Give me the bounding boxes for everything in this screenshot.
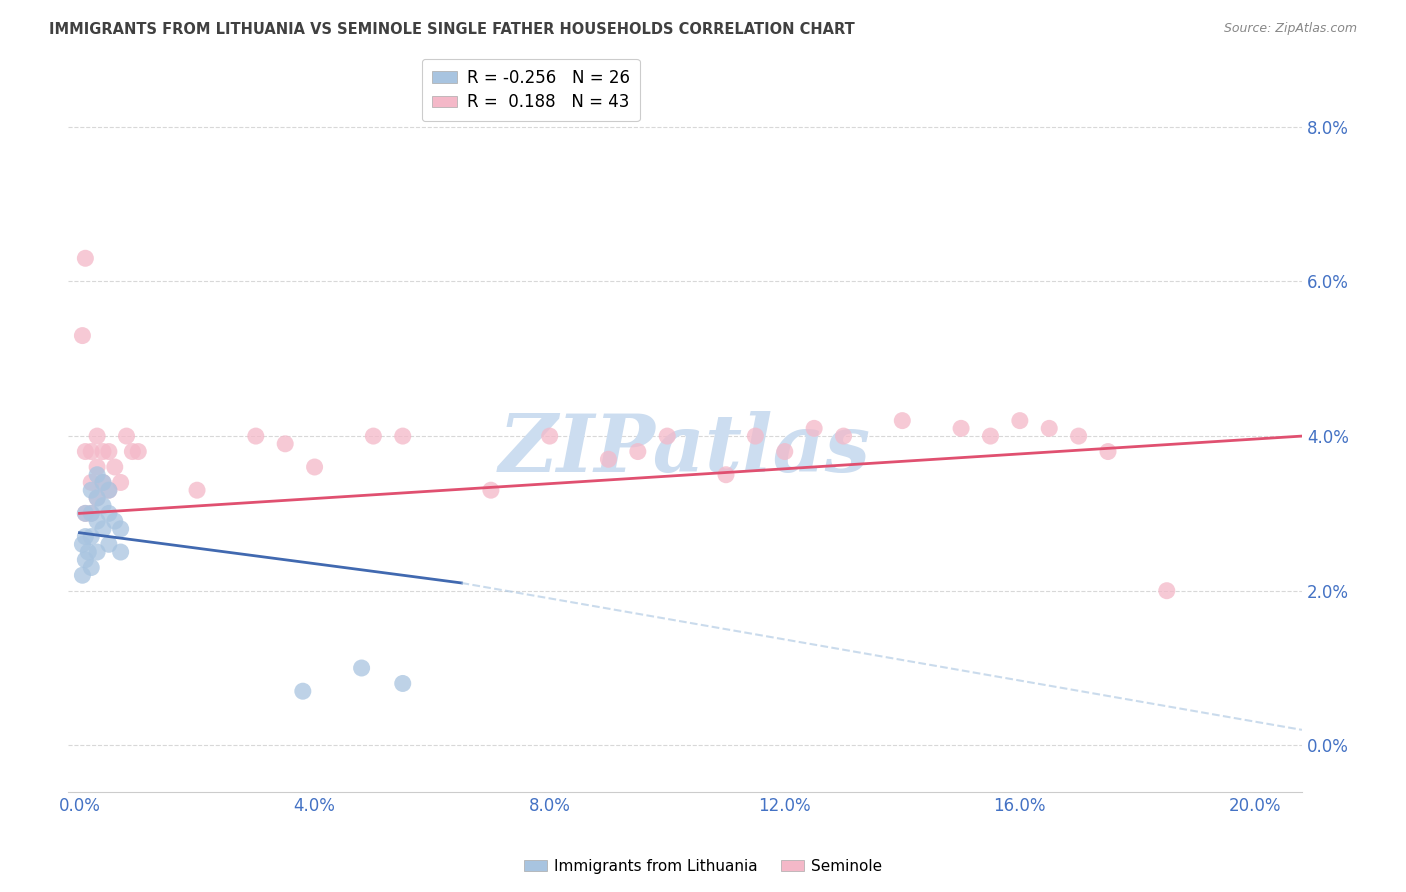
Point xyxy=(274,437,297,451)
Point xyxy=(363,429,385,443)
Point xyxy=(91,444,114,458)
Point xyxy=(75,530,97,544)
Point xyxy=(627,444,650,458)
Point xyxy=(75,507,97,521)
Point xyxy=(86,429,108,443)
Point xyxy=(91,475,114,490)
Point xyxy=(75,252,97,266)
Point xyxy=(110,545,132,559)
Point xyxy=(91,475,114,490)
Point xyxy=(86,467,108,482)
Point xyxy=(80,483,103,498)
Point xyxy=(979,429,1001,443)
Point xyxy=(391,676,413,690)
Point xyxy=(744,429,766,443)
Point xyxy=(657,429,679,443)
Point xyxy=(97,483,120,498)
Text: ZIPatlas: ZIPatlas xyxy=(499,411,870,489)
Point xyxy=(86,491,108,505)
Point xyxy=(127,444,149,458)
Point xyxy=(75,507,97,521)
Point xyxy=(72,568,94,582)
Point xyxy=(391,429,413,443)
Point xyxy=(891,414,914,428)
Point xyxy=(80,530,103,544)
Point xyxy=(77,545,100,559)
Point xyxy=(97,537,120,551)
Point xyxy=(479,483,502,498)
Point xyxy=(75,444,97,458)
Point xyxy=(86,514,108,528)
Point xyxy=(115,429,138,443)
Point xyxy=(97,483,120,498)
Point xyxy=(110,522,132,536)
Point xyxy=(1008,414,1031,428)
Point xyxy=(97,444,120,458)
Point xyxy=(91,522,114,536)
Point xyxy=(714,467,737,482)
Text: Source: ZipAtlas.com: Source: ZipAtlas.com xyxy=(1223,22,1357,36)
Point xyxy=(538,429,561,443)
Point xyxy=(104,460,127,475)
Point xyxy=(110,475,132,490)
Point xyxy=(1067,429,1090,443)
Point xyxy=(598,452,620,467)
Point xyxy=(91,499,114,513)
Point xyxy=(97,507,120,521)
Legend: R = -0.256   N = 26, R =  0.188   N = 43: R = -0.256 N = 26, R = 0.188 N = 43 xyxy=(422,59,640,121)
Point xyxy=(86,491,108,505)
Point xyxy=(121,444,143,458)
Point xyxy=(104,514,127,528)
Point xyxy=(80,560,103,574)
Point xyxy=(291,684,314,698)
Point xyxy=(803,421,825,435)
Point xyxy=(950,421,973,435)
Point xyxy=(1156,583,1178,598)
Point xyxy=(245,429,267,443)
Point xyxy=(75,553,97,567)
Point xyxy=(1038,421,1060,435)
Point xyxy=(80,507,103,521)
Text: IMMIGRANTS FROM LITHUANIA VS SEMINOLE SINGLE FATHER HOUSEHOLDS CORRELATION CHART: IMMIGRANTS FROM LITHUANIA VS SEMINOLE SI… xyxy=(49,22,855,37)
Point xyxy=(86,545,108,559)
Point xyxy=(80,444,103,458)
Legend: Immigrants from Lithuania, Seminole: Immigrants from Lithuania, Seminole xyxy=(517,853,889,880)
Point xyxy=(186,483,208,498)
Point xyxy=(80,507,103,521)
Point xyxy=(773,444,796,458)
Point xyxy=(350,661,373,675)
Point xyxy=(72,328,94,343)
Point xyxy=(1097,444,1119,458)
Point xyxy=(304,460,326,475)
Point xyxy=(832,429,855,443)
Point xyxy=(80,475,103,490)
Point xyxy=(86,460,108,475)
Point xyxy=(72,537,94,551)
